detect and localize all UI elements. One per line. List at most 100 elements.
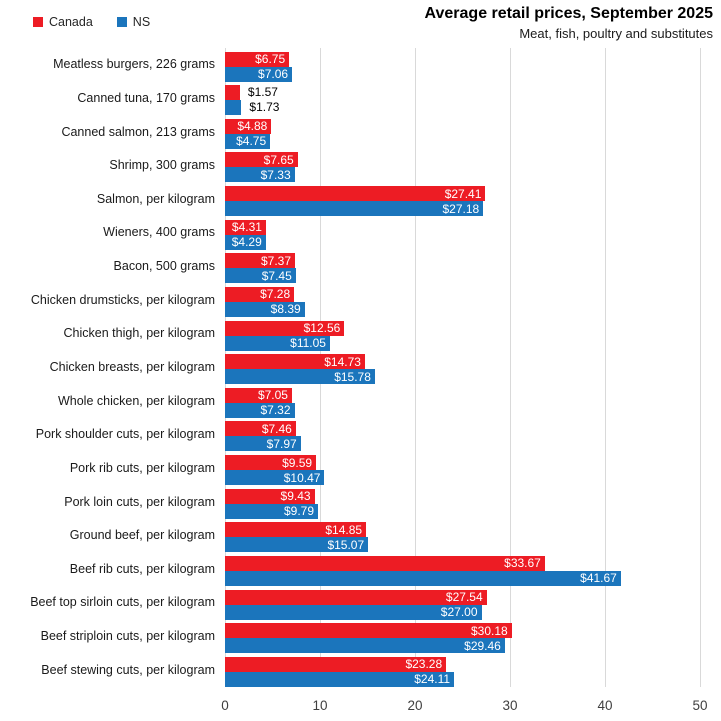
bar-canada: $7.37 [225,253,295,269]
bar-value-label: $24.11 [414,672,451,687]
legend-item-ns: NS [116,15,151,29]
bar-value-label: $6.75 [255,52,286,66]
bar-ns: $27.18 [225,201,484,217]
bar-ns: $7.32 [225,402,295,418]
bar-value-label: $4.31 [231,220,262,235]
bar-value-label: $4.29 [231,235,262,250]
bar-ns: $24.11 [225,671,455,687]
category-label: Whole chicken, per kilogram [57,393,215,408]
category-label: Pork shoulder cuts, per kilogram [35,427,215,442]
category-label: Chicken drumsticks, per kilogram [30,292,215,307]
bar-value-label: $41.67 [580,571,617,586]
bar-value-label: $7.05 [257,388,288,403]
bar-canada: $33.67 [225,555,545,571]
bar-canada: $4.88 [225,118,272,134]
bar-canada: $6.75 [225,51,290,67]
bar-value-label: $7.06 [258,67,289,81]
x-tick-label: 50 [692,698,708,713]
bar-canada: $4.31 [225,219,266,235]
bar-value-label: $27.18 [442,201,480,216]
legend-label: Canada [49,15,93,29]
bar-ns: $8.39 [225,301,305,317]
bar-ns: $29.46 [225,638,505,654]
bar-canada: $23.28 [225,656,447,672]
bar-value-label: $1.73 [249,100,280,115]
bar-ns: $27.00 [225,604,482,620]
bar-canada: $9.59 [225,455,317,471]
bar-value-label: $9.59 [282,455,313,470]
bar-ns: $11.05 [225,335,330,351]
bar-value-label: $10.47 [283,470,321,485]
bar-ns: $41.67 [225,570,621,586]
bar-value-label: $14.85 [325,522,363,537]
grid-line [700,48,701,687]
category-label: Chicken thigh, per kilogram [63,326,215,341]
bar-ns: $10.47 [225,470,325,486]
legend-item-canada: Canada [33,15,93,29]
bar-ns: $7.97 [225,436,301,452]
bar-value-label: $14.73 [324,354,361,369]
bar-value-label: $7.97 [266,436,297,451]
category-label: Canned salmon, 213 grams [61,124,215,139]
bar-ns: $7.06 [225,66,293,82]
bar-value-label: $7.33 [260,167,291,182]
category-label: Meatless burgers, 226 grams [53,57,215,72]
bar-ns: $9.79 [225,503,318,519]
bar-value-label: $9.79 [283,504,314,519]
bar-ns: $15.07 [225,537,369,553]
x-tick-label: 10 [312,698,328,713]
category-label: Bacon, 500 grams [113,259,215,274]
category-label: Pork rib cuts, per kilogram [69,460,215,475]
grid-line [510,48,511,687]
bar-value-label: $1.57 [247,85,278,100]
bar-canada: $14.73 [225,354,365,370]
bar-value-label: $12.56 [303,321,341,336]
bar-canada: $12.56 [225,320,345,336]
bar-canada: $14.85 [225,522,367,538]
category-label: Pork loin cuts, per kilogram [64,494,215,509]
bar-value-label: $11.05 [290,336,326,351]
bar-canada [225,85,240,101]
legend-label: NS [132,15,151,29]
legend-swatch-icon [116,17,127,27]
bar-value-label: $15.07 [327,537,365,552]
category-label: Beef striploin cuts, per kilogram [40,629,215,644]
bar-value-label: $7.28 [260,287,291,302]
category-label: Ground beef, per kilogram [69,528,215,543]
category-label: Beef rib cuts, per kilogram [69,561,215,576]
bar-value-label: $27.54 [445,590,483,605]
x-tick-label: 40 [597,698,613,713]
bar-canada: $7.28 [225,286,295,302]
bar-value-label: $4.88 [237,119,268,134]
bar-ns: $15.78 [225,369,375,385]
bar-value-label: $8.39 [270,302,301,317]
bar-value-label: $15.78 [334,369,371,384]
bar-canada: $7.65 [225,152,298,168]
bar-value-label: $23.28 [405,657,443,672]
bar-canada: $27.41 [225,186,486,202]
category-label: Beef stewing cuts, per kilogram [41,662,215,677]
bar-canada: $27.54 [225,589,487,605]
category-label: Shrimp, 300 grams [109,158,215,173]
category-label: Salmon, per kilogram [96,191,215,206]
category-label: Canned tuna, 170 grams [77,90,215,105]
category-label: Wieners, 400 grams [103,225,215,240]
bar-value-label: $9.43 [280,489,311,504]
x-tick-label: 0 [221,698,229,713]
bar-canada: $30.18 [225,623,512,639]
bar-ns: $4.29 [225,234,266,250]
bar-value-label: $27.41 [444,186,482,201]
chart-subtitle: Meat, fish, poultry and substitutes [519,26,713,41]
bar-ns [225,100,242,116]
bar-value-label: $7.32 [260,403,291,418]
bar-value-label: $4.75 [236,134,267,149]
grid-line [605,48,606,687]
bar-value-label: $30.18 [471,623,508,638]
category-label: Beef top sirloin cuts, per kilogram [30,595,215,610]
x-tick-label: 20 [407,698,423,713]
bar-value-label: $27.00 [440,605,478,620]
x-tick-label: 30 [502,698,518,713]
bar-value-label: $7.46 [261,421,292,436]
bar-value-label: $7.65 [263,152,294,167]
